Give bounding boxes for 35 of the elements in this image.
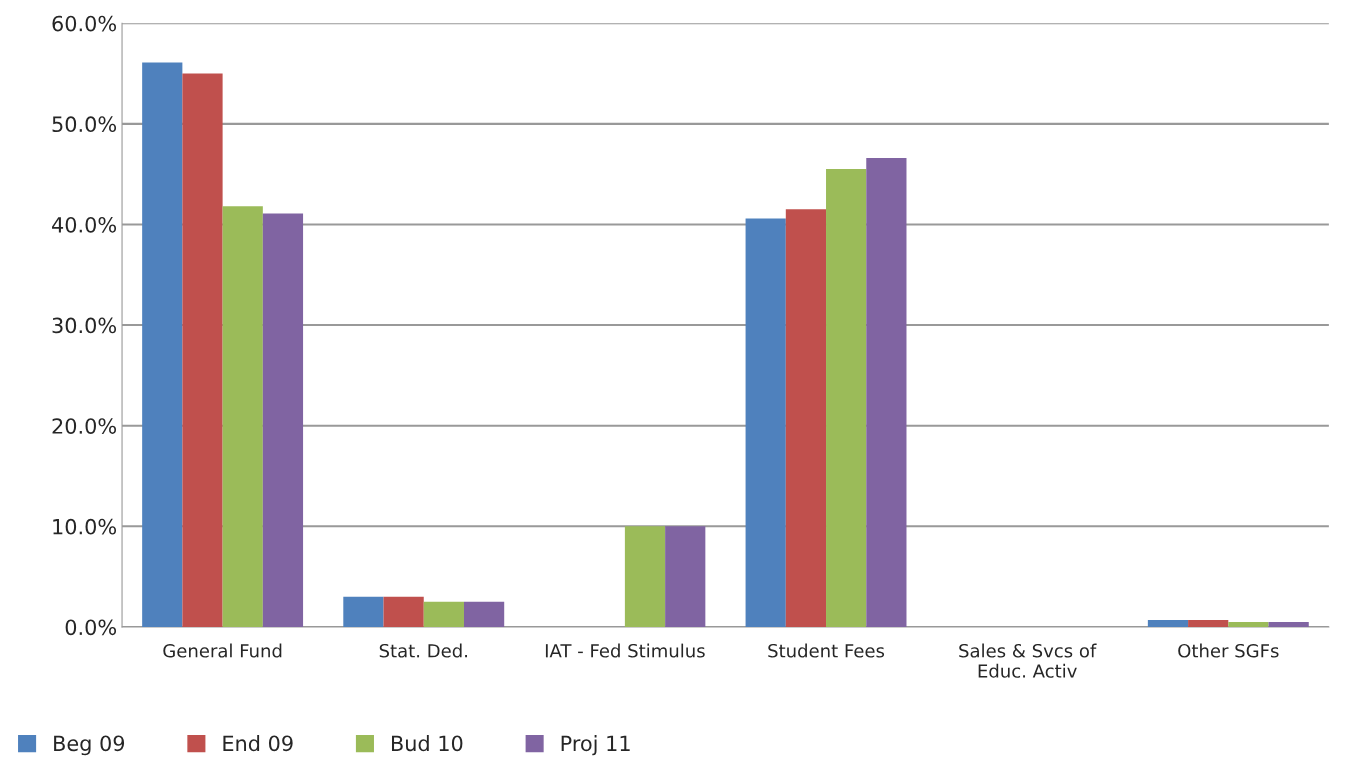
y-tick-label: 0.0% xyxy=(65,619,117,636)
bar xyxy=(1228,621,1269,627)
bar xyxy=(463,601,505,627)
legend-label: End 09 xyxy=(223,735,293,752)
bar xyxy=(785,209,827,627)
bar xyxy=(423,601,464,627)
y-tick-label: 20.0% xyxy=(52,418,117,434)
x-tick-label: General Fund xyxy=(163,643,282,658)
legend-label: Bud 10 xyxy=(391,735,463,752)
bar xyxy=(1268,621,1309,627)
bar xyxy=(222,206,263,627)
y-tick-label: 10.0% xyxy=(53,518,117,535)
bar xyxy=(624,526,666,627)
x-tick-label: Other SGFs xyxy=(1178,643,1279,658)
y-tick-label: 40.0% xyxy=(52,216,117,233)
x-tick-label: Stat. Ded. xyxy=(379,643,467,658)
bar xyxy=(1188,619,1229,627)
bar xyxy=(343,596,384,627)
bar xyxy=(745,218,786,627)
legend-label: Beg 09 xyxy=(54,735,125,756)
x-tick-label: IAT - Fed Stimulus xyxy=(545,643,705,658)
y-tick-label: 50.0% xyxy=(52,116,117,133)
bar xyxy=(182,73,223,627)
bar xyxy=(866,158,907,627)
legend-label: Proj 11 xyxy=(561,735,630,756)
bar xyxy=(142,62,183,627)
x-tick-label: Sales & Svcs of Educ. Activ xyxy=(959,643,1097,678)
bar xyxy=(383,596,424,627)
x-tick-label: Student Fees xyxy=(768,643,885,658)
bar xyxy=(262,213,304,627)
y-tick-label: 60.0% xyxy=(52,15,117,32)
bar xyxy=(665,526,706,627)
y-tick-label: 30.0% xyxy=(52,317,117,334)
bar xyxy=(826,169,867,627)
bar xyxy=(1147,619,1189,627)
